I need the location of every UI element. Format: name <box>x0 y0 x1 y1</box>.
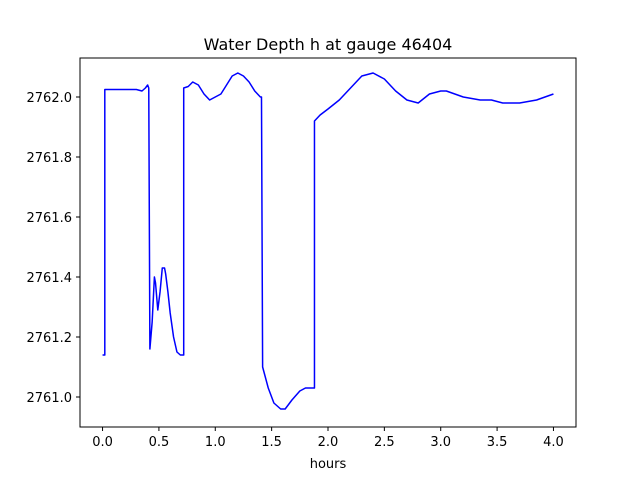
x-tick-label: 0.0 <box>92 435 113 450</box>
plot-area <box>79 57 577 428</box>
y-axis: 2761.0 2761.2 2761.4 2761.6 2761.8 2762.0 <box>27 91 80 406</box>
x-tick-label: 4.0 <box>543 435 564 450</box>
chart-title: Water Depth h at gauge 46404 <box>204 35 453 54</box>
x-tick-label: 3.0 <box>430 435 451 450</box>
x-tick-label: 1.5 <box>261 435 282 450</box>
x-axis-label: hours <box>310 457 347 472</box>
y-tick-label: 2762.0 <box>27 91 73 106</box>
y-tick-label: 2761.6 <box>27 211 73 226</box>
y-tick-label: 2761.4 <box>27 271 73 286</box>
y-tick-label: 2761.0 <box>27 391 73 406</box>
x-tick-label: 0.5 <box>149 435 170 450</box>
x-tick-label: 2.0 <box>318 435 339 450</box>
y-tick-label: 2761.2 <box>27 331 73 346</box>
x-tick-label: 1.0 <box>205 435 226 450</box>
y-tick-label: 2761.8 <box>27 151 73 166</box>
series-line-0 <box>102 72 554 410</box>
x-tick-label: 3.5 <box>487 435 508 450</box>
x-tick-label: 2.5 <box>374 435 395 450</box>
plot-frame <box>79 57 577 428</box>
x-axis: 0.0 0.5 1.0 1.5 2.0 2.5 3.0 3.5 4.0 <box>92 427 564 450</box>
